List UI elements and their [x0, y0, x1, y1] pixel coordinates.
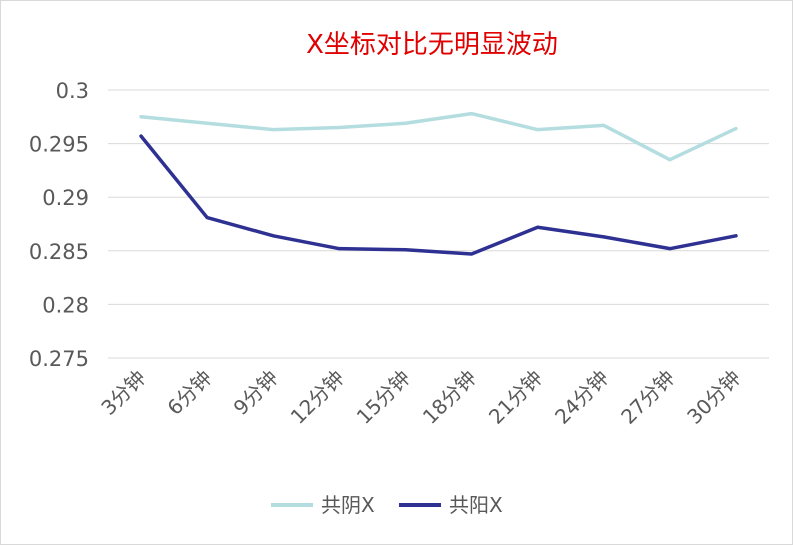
x-tick-label: 3分钟 [96, 366, 150, 420]
data-point [271, 128, 275, 132]
data-point [139, 115, 143, 119]
data-point [205, 216, 209, 220]
data-point [734, 127, 738, 131]
x-tick-label: 21分钟 [484, 366, 547, 429]
chart-title: X坐标对比无明显波动 [306, 30, 558, 60]
data-point [470, 252, 474, 256]
x-tick-label: 15分钟 [352, 366, 415, 429]
y-tick-label: 0.295 [29, 133, 89, 157]
legend[interactable]: 共阴X 共阳X [271, 493, 503, 517]
data-point [337, 126, 341, 130]
data-point [403, 121, 407, 125]
x-tick-label: 9分钟 [229, 366, 283, 420]
x-tick-label: 30分钟 [682, 366, 745, 429]
y-tick-label: 0.285 [29, 240, 89, 264]
y-tick-label: 0.28 [42, 293, 89, 317]
series-group [139, 111, 738, 256]
x-tick-label: 18分钟 [418, 366, 481, 429]
data-point [139, 134, 143, 138]
legend-label-1: 共阴X [321, 493, 375, 517]
gridlines [108, 89, 769, 359]
data-point [271, 234, 275, 238]
y-tick-label: 0.275 [29, 347, 89, 371]
legend-label-2: 共阳X [449, 493, 503, 517]
x-tick-label: 12分钟 [286, 366, 349, 429]
data-point [668, 247, 672, 251]
x-axis: 3分钟 6分钟 9分钟 12分钟 15分钟 18分钟 21分钟 24分钟 27分钟 30分钟 [96, 366, 745, 429]
data-point [734, 234, 738, 238]
data-point [668, 158, 672, 162]
data-point [536, 128, 540, 132]
x-tick-label: 24分钟 [550, 366, 613, 429]
data-point [403, 248, 407, 252]
series-line-2 [139, 134, 738, 256]
data-point [470, 112, 474, 116]
y-tick-label: 0.29 [42, 186, 89, 210]
data-point [602, 235, 606, 239]
data-point [337, 247, 341, 251]
y-axis: 0.275 0.28 0.285 0.29 0.295 0.3 [29, 79, 89, 371]
x-tick-label: 6分钟 [162, 366, 216, 420]
series-line-1 [139, 111, 738, 162]
y-tick-label: 0.3 [56, 79, 89, 103]
data-point [602, 123, 606, 127]
x-tick-label: 27分钟 [616, 366, 679, 429]
data-point [205, 121, 209, 125]
data-point [536, 225, 540, 229]
